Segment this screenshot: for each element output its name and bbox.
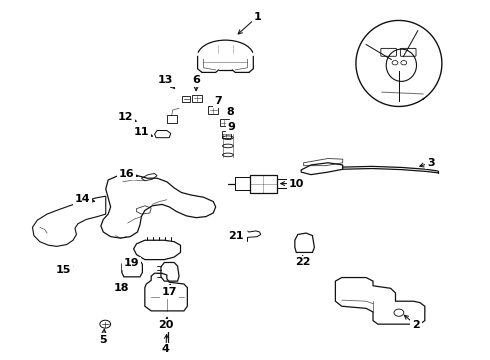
Text: 3: 3: [427, 158, 435, 168]
Text: 21: 21: [228, 231, 244, 240]
Text: 16: 16: [119, 168, 135, 179]
Text: 6: 6: [192, 75, 200, 85]
Text: 18: 18: [114, 283, 130, 293]
Text: 10: 10: [289, 179, 304, 189]
Text: 1: 1: [253, 12, 261, 22]
Text: 11: 11: [134, 127, 149, 136]
Text: 13: 13: [158, 75, 173, 85]
Text: 17: 17: [162, 287, 177, 297]
Text: 9: 9: [227, 122, 235, 132]
Text: 20: 20: [158, 320, 173, 330]
Text: 22: 22: [295, 257, 310, 267]
Text: 12: 12: [118, 112, 133, 122]
Text: 15: 15: [55, 265, 71, 275]
Text: 19: 19: [124, 258, 140, 268]
Text: 14: 14: [75, 194, 91, 204]
Text: 2: 2: [412, 320, 420, 330]
Text: 8: 8: [226, 107, 234, 117]
Text: 5: 5: [99, 334, 107, 345]
Text: 7: 7: [214, 96, 222, 106]
Text: 4: 4: [162, 344, 170, 354]
